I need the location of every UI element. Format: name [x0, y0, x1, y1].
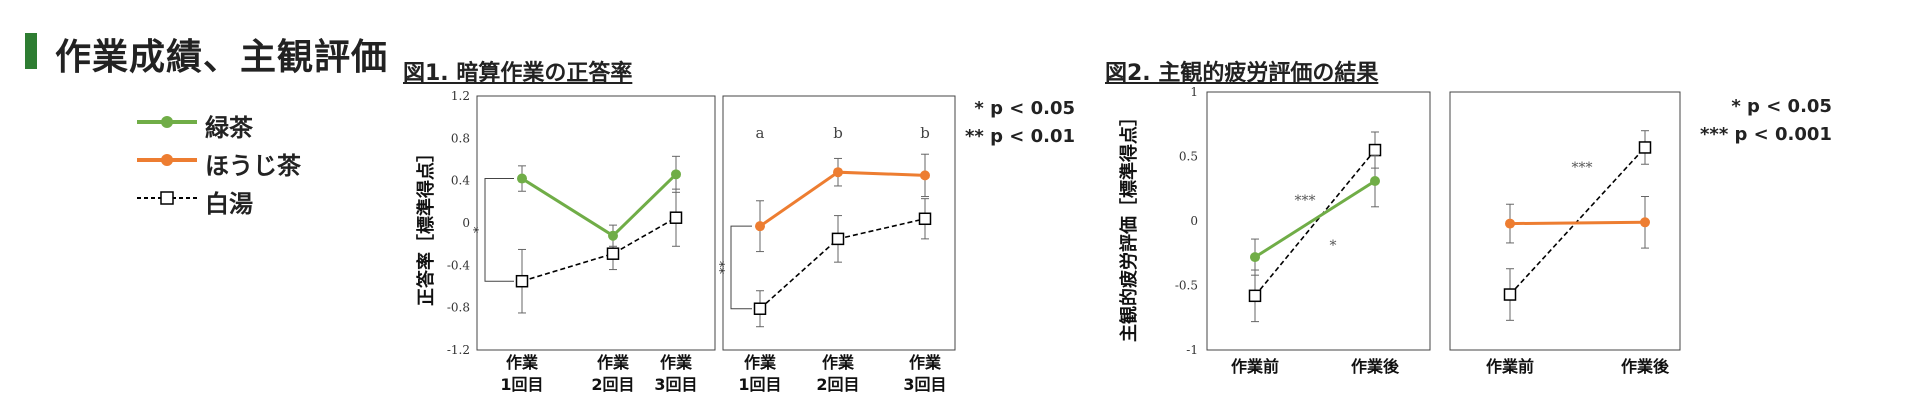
chart1-panel2-letter-2: b: [920, 124, 930, 142]
legend-label-hot-water: 白湯: [205, 190, 253, 218]
chart1-panel1-xtick-1-1: 2回目: [591, 375, 634, 394]
chart1-panel1-annotation-0-bracket: [484, 178, 514, 282]
chart2-panel2-xtick-1-0: 作業後: [1621, 357, 1670, 376]
chart1-panel2-series-tea-line: [759, 170, 926, 228]
legend-label-green-tea: 緑茶: [205, 114, 253, 142]
chart1-panel2-xtick-2-1: 3回目: [903, 375, 946, 394]
chart2-panel1-annotation-0: ***: [1295, 193, 1316, 209]
chart1-ytick-5: 0.8: [451, 131, 470, 145]
page-title: 作業成績、主観評価: [55, 37, 389, 78]
chart2-ytick-2: 0: [1190, 214, 1198, 228]
figure2-sig-line-2: *** p < 0.001: [1700, 124, 1832, 145]
chart1-panel2-series-hot-water-point-0: [753, 302, 767, 315]
chart1-panel1-xtick-2-1: 3回目: [654, 375, 697, 394]
chart1-ytick-0: -1.2: [447, 343, 470, 357]
chart1-ytick-6: 1.2: [451, 89, 470, 103]
chart2-ylabel: 主観的疲労評価［標準得点］: [1118, 108, 1140, 342]
chart1-panel2-xtick-1-0: 作業: [822, 353, 855, 372]
chart1-panel1-xtick-2-0: 作業: [660, 353, 693, 372]
chart1-panel2-series-hot-water-point-1: [831, 232, 845, 246]
chart2-panel1-series-tea-line: [1254, 179, 1376, 259]
figure1-significance-legend: * p < 0.05 ** p < 0.01: [965, 95, 1075, 151]
chart1-ytick-4: 0.4: [451, 174, 470, 188]
figure2-sig-line-1: * p < 0.05: [1731, 96, 1832, 117]
chart1-panel1-series-tea-point-0: [517, 173, 527, 184]
chart2-panel2-frame: [1449, 91, 1681, 351]
chart2-panel2-series-hot-water-point-0: [1503, 288, 1517, 301]
chart2-panel2-annotation-0: ***: [1572, 160, 1593, 176]
chart2-panel1-frame: [1206, 91, 1431, 351]
chart2-panel1-series-hot-water-point-1: [1368, 143, 1382, 157]
chart2-panel2-xtick-0-0: 作業前: [1486, 357, 1534, 376]
chart1-panel2-xtick-0-1: 1回目: [738, 375, 781, 394]
figure1-title: 図1. 暗算作業の正答率: [403, 61, 633, 86]
chart2-panel2-series-tea-point-0: [1505, 218, 1515, 229]
chart1-panel2-xtick-2-0: 作業: [909, 353, 942, 372]
chart2-panel1-annotation-1: *: [1330, 238, 1337, 254]
chart2-panel1-series-tea-point-0: [1250, 252, 1260, 263]
chart1-panel2-series-hot-water-line: [759, 217, 926, 310]
chart2-panel2-series-tea-point-1: [1640, 217, 1650, 228]
chart1-panel1-xtick-1-0: 作業: [597, 353, 630, 372]
chart1-panel1-series-tea-line: [521, 173, 678, 238]
chart1-panel1-annotation-0: *: [472, 226, 487, 233]
chart1-panel1-xtick-0-1: 1回目: [500, 375, 543, 394]
chart2-panel1-series-hot-water-point-0: [1248, 289, 1262, 303]
chart1-panel1-series-hot-water-point-0: [515, 274, 529, 288]
chart1-panel1-series-hot-water-point-2: [669, 211, 683, 224]
chart1-panel2-letter-0: a: [756, 124, 765, 142]
chart1-panel2-series-tea-point-1: [833, 167, 843, 178]
chart2-panel2-series-hot-water-point-1: [1638, 141, 1652, 154]
figure1-sig-line-1: * p < 0.05: [974, 98, 1076, 119]
header-accent-bar: [25, 33, 37, 69]
legend-label-houjicha: ほうじ茶: [205, 152, 301, 180]
chart1-ytick-2: -0.4: [447, 258, 471, 272]
chart1-panel2-annotation-0-bracket: [730, 225, 752, 310]
legend-swatch-houjicha: [137, 154, 197, 166]
chart1-panel1-series-tea-point-1: [608, 230, 618, 241]
chart2-panel1-xtick-1-0: 作業後: [1351, 357, 1400, 376]
legend-swatch-green-tea: [137, 116, 197, 128]
chart1-panel2-annotation-0: **: [718, 260, 733, 274]
chart2-panel2-series-tea-line: [1509, 220, 1646, 226]
legend-swatch-hot-water: [137, 191, 197, 205]
chart1-panel2-letter-1: b: [833, 124, 843, 142]
figure2-title: 図2. 主観的疲労評価の結果: [1105, 61, 1379, 86]
chart1-panel2-series-tea-point-2: [920, 170, 930, 181]
chart1-panel1-xtick-0-0: 作業: [506, 353, 539, 372]
chart2-panel1-xtick-0-0: 作業前: [1231, 357, 1279, 376]
chart1-ylabel: 正答率［標準得点］: [415, 144, 437, 306]
figure2-significance-legend: * p < 0.05 *** p < 0.001: [1700, 93, 1832, 149]
figure1-sig-line-2: ** p < 0.01: [965, 126, 1076, 147]
chart1-panel2-xtick-0-0: 作業: [744, 353, 777, 372]
chart2-panel1-series-hot-water-line: [1254, 149, 1376, 297]
chart1-panel1-series-hot-water-point-1: [606, 247, 620, 260]
chart2-ytick-0: -1: [1186, 343, 1198, 357]
chart1-panel2-frame: [722, 95, 956, 351]
chart2-panel1-series-tea-point-1: [1370, 176, 1380, 187]
chart1-panel2-xtick-1-1: 2回目: [816, 375, 859, 394]
chart1-panel2-series-hot-water-point-2: [918, 212, 932, 226]
chart2-panel2-series-hot-water-line: [1509, 146, 1646, 296]
chart1-ytick-3: 0: [462, 216, 470, 230]
chart2-ytick-3: 0.5: [1179, 150, 1198, 164]
chart2-ytick-4: 1: [1190, 85, 1198, 99]
chart2-ytick-1: -0.5: [1175, 279, 1198, 293]
chart1-panel2-series-tea-point-0: [755, 221, 765, 232]
chart1-panel1-series-tea-point-2: [671, 169, 681, 180]
chart1-ytick-1: -0.8: [447, 301, 470, 315]
chart1-panel1-frame: [476, 95, 716, 351]
